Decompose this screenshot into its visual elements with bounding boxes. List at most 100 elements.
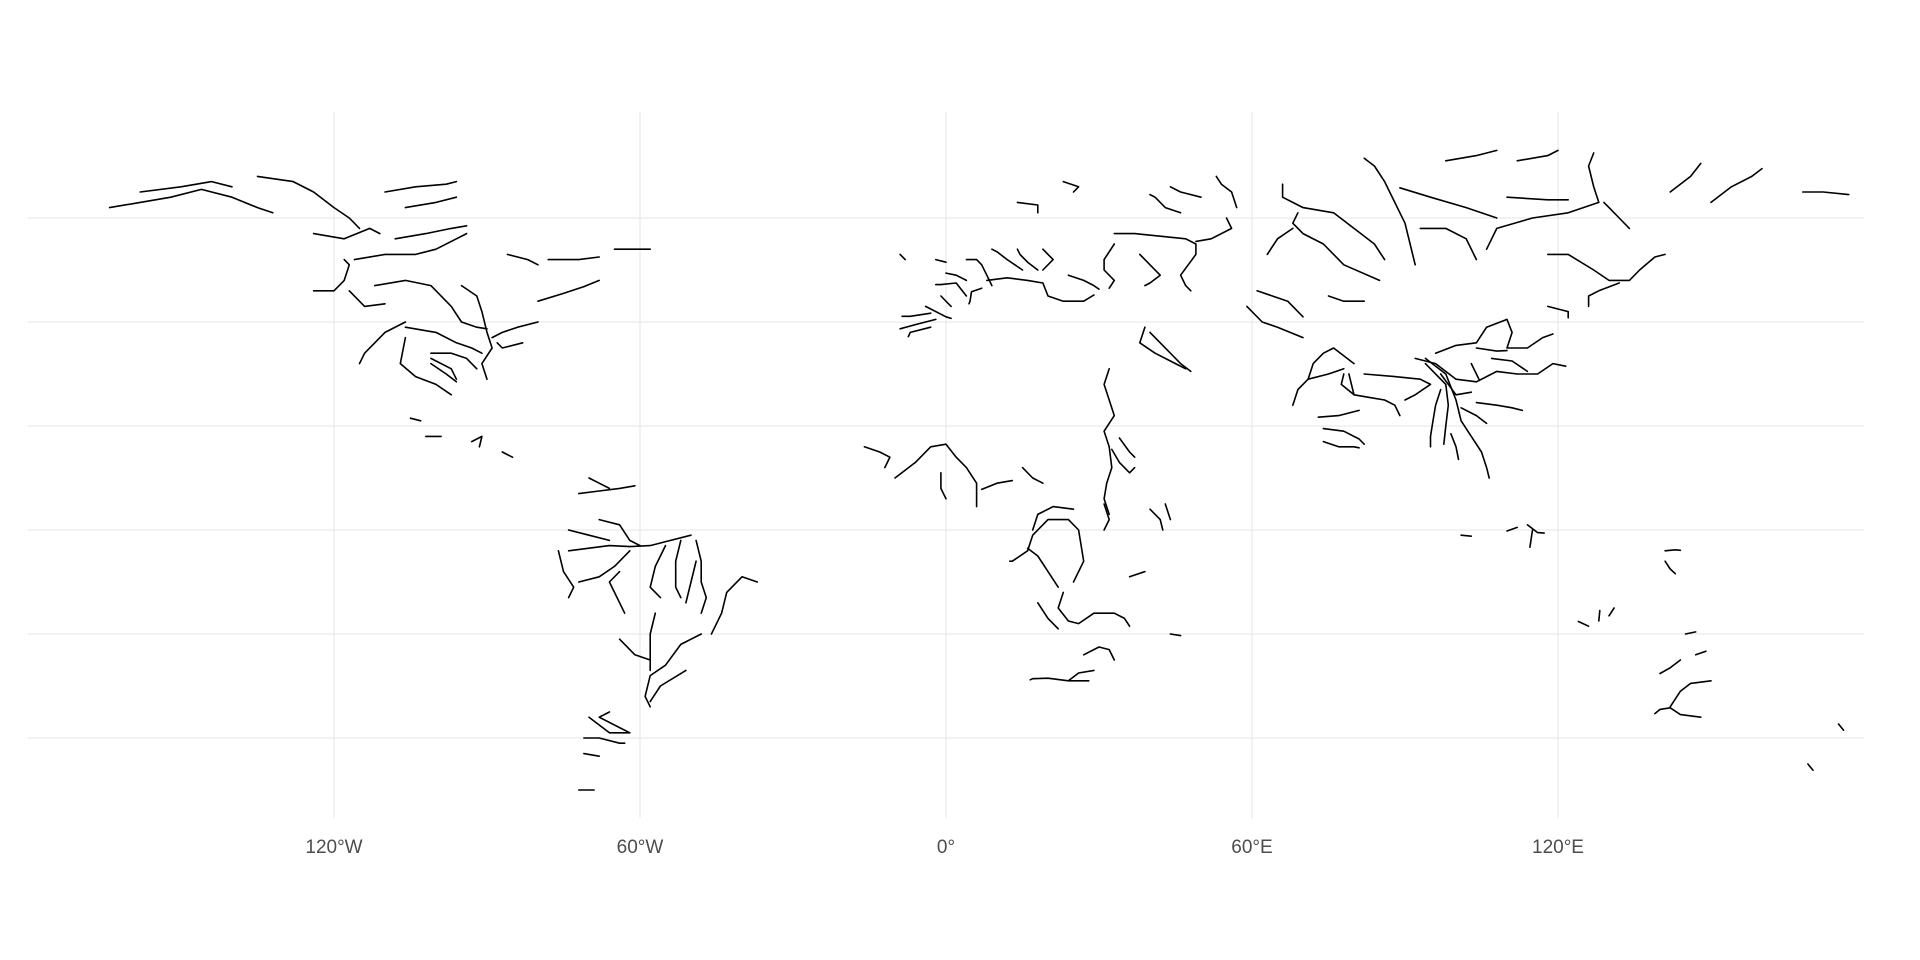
river-chubut [583,752,600,757]
river-yukon [108,188,274,214]
river-madeira [608,570,626,614]
river-volta [940,472,947,500]
river-amu-darya [1246,305,1304,339]
river-thames [935,258,947,263]
river-churchill [394,225,468,240]
river-zambezi [1057,591,1131,627]
river-guadiana [907,326,932,338]
river-kapuas [1506,526,1518,532]
river-japura [567,529,611,542]
river-tapajos [649,544,667,599]
river-congo [1009,518,1085,583]
river-fitzroy-wa [1577,620,1590,627]
river-niger [894,443,978,508]
river-colorado [358,321,407,365]
river-brahmaputra [1363,373,1432,401]
river-orange [1029,677,1090,682]
river-ubangi [1031,505,1075,531]
river-colorado-tx [430,362,458,383]
river-douro [901,312,932,318]
river-benue [980,479,1014,491]
river-white-nile-upper [1103,503,1110,531]
river-amur [1547,253,1666,282]
river-syr-darya [1256,290,1304,318]
river-tigris [1149,331,1192,373]
river-ili [1327,295,1365,302]
river-oder [1016,248,1039,271]
river-tagus [899,318,937,330]
river-senegal [863,446,891,469]
river-garonne [940,295,952,308]
river-shebelle [1164,503,1172,521]
river-northern-dvina [1149,193,1182,214]
river-volga [1113,232,1197,292]
river-euphrates [1139,326,1187,370]
river-waikato [1837,723,1845,731]
river-loire [935,282,968,297]
river-thelon [404,196,458,209]
river-brazos [430,357,458,380]
river-rio-grande [399,336,453,396]
river-don [1139,253,1161,287]
river-usumacinta [470,435,483,448]
river-kasai [1026,547,1059,588]
longitude-tick-label: 120°W [305,837,362,858]
river-red-river [430,352,478,370]
river-irtysh [1292,212,1381,282]
river-narmada [1317,409,1360,418]
river-red-river-vn [1460,407,1488,425]
river-yangtze [1414,357,1567,383]
river-limpopo [1082,646,1116,661]
river-back-river [384,180,458,193]
longitude-axis-labels: 120°W 60°W 0° 60°E 120°E [305,837,1584,858]
river-missouri [374,279,488,330]
river-dniester [1067,274,1100,290]
river-network [108,149,1850,791]
river-yamuna [1340,373,1355,396]
river-rhone [968,287,983,305]
river-mackenzie [256,175,361,230]
river-pilcomayo [618,638,651,661]
longitude-tick-label: 60°E [1231,837,1272,858]
river-rio-negro [598,518,641,547]
river-sutlej [1307,368,1345,380]
longitude-tick-label: 0° [937,837,955,858]
river-parana [644,633,702,708]
river-lerma-santiago [409,417,422,422]
river-scandinavia-1 [1016,201,1039,214]
river-hudson-rivers [506,253,539,266]
river-mezen [1169,186,1202,198]
river-han [1490,357,1529,373]
river-ob [1281,183,1386,261]
river-godavari [1322,427,1365,445]
river-mekong [1424,357,1490,479]
river-ucayali [557,550,575,599]
river-min-jiang [1470,362,1480,380]
river-krishna [1322,440,1360,449]
river-yukon-north [139,180,233,193]
river-okavango [1037,602,1059,630]
river-purus [578,550,631,583]
river-chari [1021,466,1044,484]
longitude-tick-label: 120°E [1532,837,1584,858]
river-vaal [1067,669,1095,682]
river-blue-nile [1111,448,1136,474]
river-burdekin [1684,631,1697,635]
river-sumatra-1 [1460,534,1473,537]
river-indus [1292,347,1355,406]
river-yenisei [1363,157,1416,266]
river-angara [1419,227,1478,261]
river-wei [1475,347,1508,352]
river-barito [1529,529,1534,548]
river-columbia [312,258,351,292]
river-khatanga [1445,149,1498,162]
river-anadyr [1802,191,1850,196]
river-danube [986,277,1095,302]
river-atbara [1118,437,1136,458]
river-mississippi [460,284,493,380]
river-scandinavia-2 [1062,180,1080,193]
river-ganges [1348,373,1401,417]
river-eastmain [547,256,600,261]
